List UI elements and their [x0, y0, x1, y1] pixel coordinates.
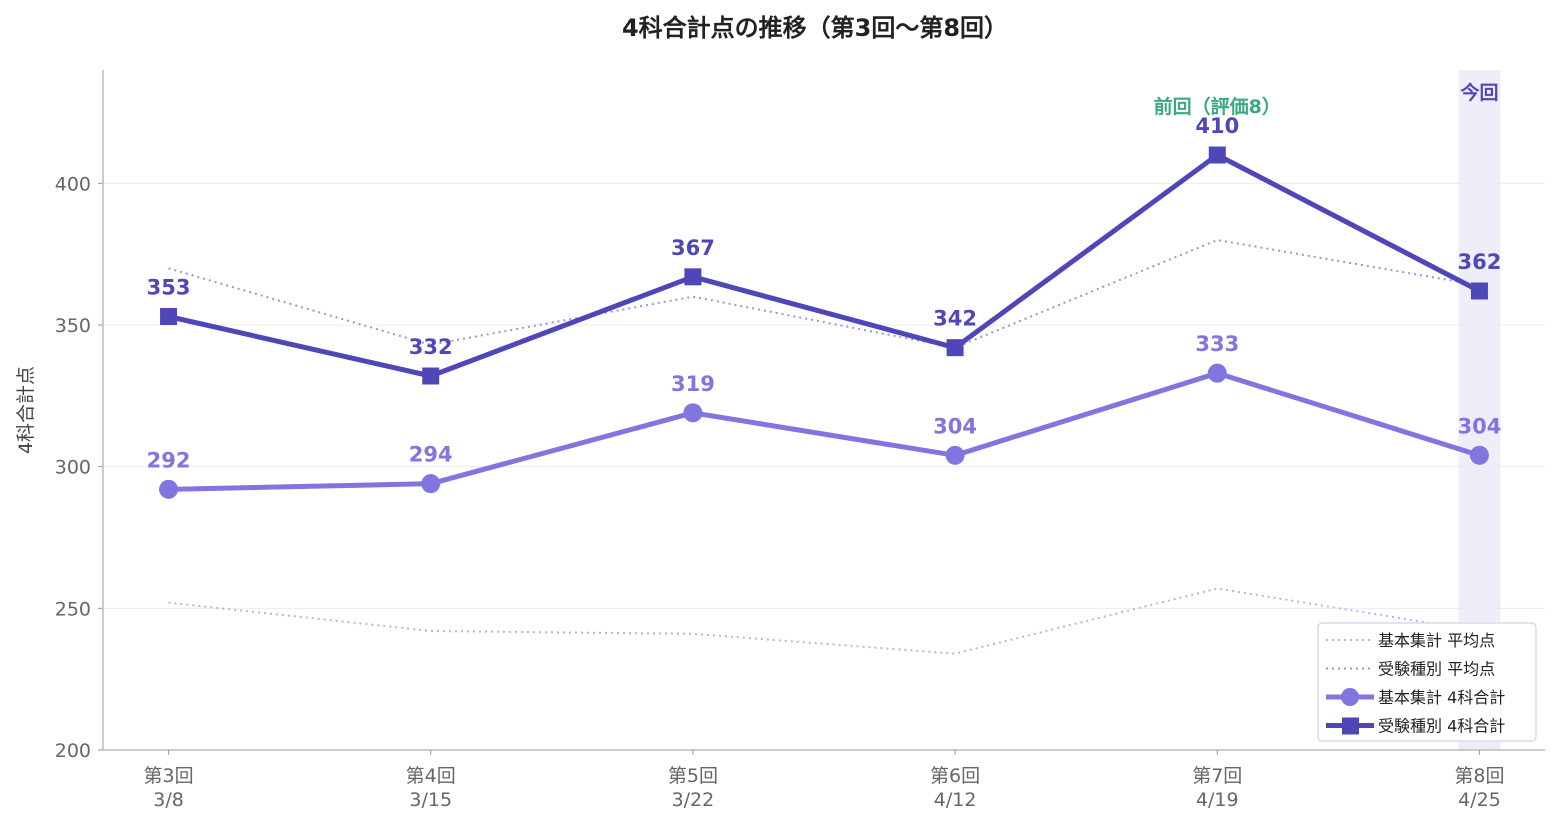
data-point-square — [684, 268, 702, 286]
data-label: 292 — [147, 448, 191, 472]
x-tick-label: 第4回 — [406, 765, 456, 787]
data-label: 294 — [409, 443, 453, 467]
data-point-square — [946, 339, 964, 357]
x-tick-label-date: 3/15 — [409, 789, 452, 811]
data-label: 362 — [1458, 250, 1502, 274]
legend-label: 受験種別 平均点 — [1378, 660, 1495, 679]
y-axis-label: 4科合計点 — [15, 366, 37, 454]
series-line-2 — [168, 370, 1481, 492]
series-line-3 — [167, 152, 1481, 379]
y-tick-label: 250 — [55, 598, 91, 620]
data-point-circle — [1469, 445, 1489, 465]
y-tick-label: 200 — [55, 740, 91, 762]
data-point-circle — [159, 479, 179, 499]
legend-label: 基本集計 4科合計 — [1378, 688, 1505, 707]
x-tick-label: 第6回 — [930, 765, 980, 787]
data-point-circle — [945, 445, 965, 465]
data-label: 332 — [409, 335, 453, 359]
chart-title: 4科合計点の推移（第3回〜第8回） — [622, 14, 1008, 42]
y-tick-label: 400 — [55, 173, 91, 195]
x-tick-label-date: 4/25 — [1458, 789, 1501, 811]
data-point-square — [1208, 146, 1226, 164]
data-label: 304 — [933, 414, 977, 438]
y-tick-label: 350 — [55, 315, 91, 337]
legend-label: 受験種別 4科合計 — [1378, 717, 1505, 736]
data-label: 333 — [1195, 332, 1239, 356]
data-point-circle — [421, 474, 441, 494]
data-point-square — [422, 367, 440, 385]
x-tick-label-date: 4/12 — [934, 789, 977, 811]
data-label: 353 — [147, 276, 191, 300]
annotation-label: 前回（評価8） — [1154, 95, 1281, 118]
series-line-1 — [168, 239, 1480, 349]
x-tick-label: 第5回 — [668, 765, 718, 787]
x-tick-label: 第7回 — [1192, 765, 1242, 787]
data-label: 304 — [1458, 414, 1502, 438]
data-label: 410 — [1195, 114, 1239, 138]
data-point-square — [1470, 282, 1488, 300]
x-tick-label-date: 4/19 — [1196, 789, 1239, 811]
legend-marker-square — [1342, 717, 1359, 735]
x-tick-label: 第8回 — [1454, 765, 1504, 787]
legend — [1317, 622, 1537, 742]
annotation-label: 今回 — [1459, 81, 1498, 104]
x-tick-label-date: 3/22 — [672, 789, 715, 811]
legend-marker-circle — [1341, 688, 1359, 706]
data-point-circle — [1207, 363, 1227, 383]
data-label: 367 — [671, 236, 715, 260]
data-label: 319 — [671, 372, 715, 396]
data-point-circle — [683, 403, 703, 423]
data-point-square — [160, 308, 178, 325]
legend-label: 基本集計 平均点 — [1378, 631, 1495, 650]
series-line-0 — [168, 587, 1480, 655]
y-tick-label: 300 — [55, 457, 91, 479]
x-tick-label: 第3回 — [143, 765, 193, 787]
x-tick-label-date: 3/8 — [153, 789, 184, 811]
data-label: 342 — [933, 307, 977, 331]
